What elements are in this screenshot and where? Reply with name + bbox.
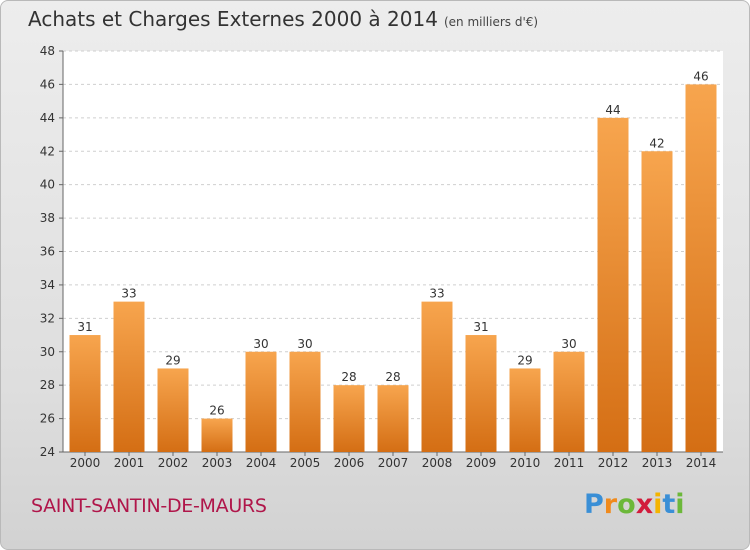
x-tick-label: 2001 — [114, 456, 145, 470]
x-tick-label: 2013 — [642, 456, 673, 470]
bar-value-label: 30 — [253, 337, 268, 351]
city-name: SAINT-SANTIN-DE-MAURS — [31, 495, 267, 517]
y-tick-label: 40 — [40, 178, 55, 192]
bar-value-label: 30 — [561, 337, 576, 351]
y-tick-label: 34 — [40, 278, 55, 292]
x-tick-label: 2014 — [686, 456, 717, 470]
bar-value-label: 29 — [517, 353, 532, 367]
logo-letter: i — [653, 489, 663, 520]
bar-value-label: 26 — [209, 404, 224, 418]
bar — [377, 385, 409, 452]
y-tick-label: 46 — [40, 77, 55, 91]
bar — [553, 351, 585, 452]
bar — [289, 351, 321, 452]
y-tick-label: 48 — [40, 44, 55, 58]
bar-value-label: 31 — [77, 320, 92, 334]
bar — [597, 117, 629, 452]
bar — [69, 335, 101, 452]
unit-label: (en milliers d'€) — [443, 15, 539, 29]
bar-value-label: 31 — [473, 320, 488, 334]
bar — [509, 368, 541, 452]
bar-value-label: 42 — [649, 136, 664, 150]
bar — [113, 301, 145, 452]
x-tick-label: 2007 — [378, 456, 409, 470]
y-tick-label: 30 — [40, 345, 55, 359]
logo-letter: P — [584, 489, 604, 520]
x-tick-label: 2000 — [70, 456, 101, 470]
y-tick-label: 26 — [40, 412, 55, 426]
y-tick-label: 28 — [40, 378, 55, 392]
x-tick-label: 2011 — [554, 456, 585, 470]
x-tick-label: 2009 — [466, 456, 497, 470]
x-tick-label: 2004 — [246, 456, 277, 470]
x-tick-label: 2006 — [334, 456, 365, 470]
logo-letter: r — [603, 489, 618, 520]
x-tick-label: 2003 — [202, 456, 233, 470]
bar-value-label: 46 — [693, 69, 708, 83]
y-tick-label: 32 — [40, 311, 55, 325]
x-tick-label: 2005 — [290, 456, 321, 470]
bar — [333, 385, 365, 452]
bar-value-label: 28 — [341, 370, 356, 384]
y-tick-label: 24 — [40, 445, 55, 459]
logo-letter: i — [675, 489, 685, 520]
proxiti-logo: Proxiti — [584, 489, 685, 520]
y-tick-label: 38 — [40, 211, 55, 225]
bar — [245, 351, 277, 452]
x-tick-label: 2010 — [510, 456, 541, 470]
chart-title: Achats et Charges Externes 2000 à 2014 (e… — [28, 7, 538, 31]
bar-value-label: 30 — [297, 337, 312, 351]
bar-value-label: 44 — [605, 103, 620, 117]
x-tick-label: 2012 — [598, 456, 629, 470]
bar — [421, 301, 453, 452]
bar-value-label: 29 — [165, 353, 180, 367]
bar — [641, 151, 673, 452]
bar — [201, 418, 233, 452]
bar-value-label: 33 — [429, 287, 444, 301]
logo-letter: o — [617, 489, 636, 520]
bar — [465, 335, 497, 452]
x-tick-label: 2002 — [158, 456, 189, 470]
bar-value-label: 28 — [385, 370, 400, 384]
bar — [685, 84, 717, 453]
y-tick-label: 44 — [40, 111, 55, 125]
logo-letter: t — [662, 489, 676, 520]
chart-title-text: Achats et Charges Externes 2000 à 2014 — [28, 7, 438, 31]
bar-value-label: 33 — [121, 287, 136, 301]
y-tick-label: 42 — [40, 144, 55, 158]
bar — [157, 368, 189, 452]
x-tick-label: 2008 — [422, 456, 453, 470]
y-tick-label: 36 — [40, 245, 55, 259]
logo-letter: x — [635, 489, 654, 520]
